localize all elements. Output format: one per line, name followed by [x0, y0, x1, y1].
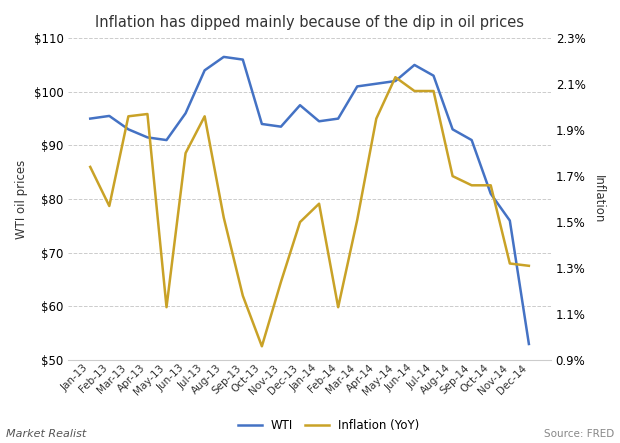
- Title: Inflation has dipped mainly because of the dip in oil prices: Inflation has dipped mainly because of t…: [95, 15, 524, 30]
- Inflation (YoY): [316, 201, 323, 206]
- WTI: [316, 119, 323, 124]
- Inflation (YoY): [449, 174, 456, 179]
- Inflation (YoY): [468, 183, 476, 188]
- Inflation (YoY): [258, 344, 265, 349]
- Y-axis label: Inflation: Inflation: [592, 175, 605, 223]
- WTI: [125, 127, 132, 132]
- WTI: [525, 342, 533, 347]
- Inflation (YoY): [334, 304, 342, 310]
- WTI: [296, 102, 304, 108]
- WTI: [182, 111, 189, 116]
- Inflation (YoY): [182, 151, 189, 156]
- WTI: [449, 127, 456, 132]
- WTI: [105, 113, 113, 119]
- Inflation (YoY): [353, 217, 361, 222]
- Text: Source: FRED: Source: FRED: [544, 428, 614, 439]
- WTI: [258, 121, 265, 127]
- Inflation (YoY): [239, 293, 247, 298]
- Inflation (YoY): [373, 116, 380, 121]
- Inflation (YoY): [87, 164, 94, 170]
- WTI: [373, 81, 380, 86]
- Inflation (YoY): [201, 114, 208, 119]
- WTI: [87, 116, 94, 121]
- Inflation (YoY): [487, 183, 495, 188]
- Inflation (YoY): [296, 219, 304, 225]
- WTI: [468, 137, 476, 143]
- Inflation (YoY): [506, 261, 513, 266]
- Inflation (YoY): [125, 114, 132, 119]
- Y-axis label: WTI oil prices: WTI oil prices: [15, 159, 28, 239]
- WTI: [392, 78, 399, 84]
- Line: WTI: WTI: [91, 57, 529, 344]
- Inflation (YoY): [163, 304, 170, 310]
- Inflation (YoY): [277, 279, 285, 284]
- Inflation (YoY): [525, 263, 533, 268]
- Inflation (YoY): [220, 215, 228, 220]
- WTI: [410, 62, 418, 68]
- WTI: [163, 137, 170, 143]
- Line: Inflation (YoY): Inflation (YoY): [91, 77, 529, 346]
- Inflation (YoY): [430, 88, 437, 93]
- WTI: [430, 73, 437, 78]
- WTI: [506, 218, 513, 223]
- Inflation (YoY): [105, 203, 113, 209]
- WTI: [201, 68, 208, 73]
- WTI: [144, 135, 151, 140]
- Inflation (YoY): [410, 88, 418, 93]
- WTI: [220, 54, 228, 59]
- Legend: WTI, Inflation (YoY): WTI, Inflation (YoY): [233, 415, 424, 437]
- WTI: [487, 191, 495, 196]
- WTI: [334, 116, 342, 121]
- WTI: [353, 84, 361, 89]
- WTI: [239, 57, 247, 62]
- Text: Market Realist: Market Realist: [6, 428, 86, 439]
- WTI: [277, 124, 285, 129]
- Inflation (YoY): [392, 74, 399, 80]
- Inflation (YoY): [144, 111, 151, 117]
